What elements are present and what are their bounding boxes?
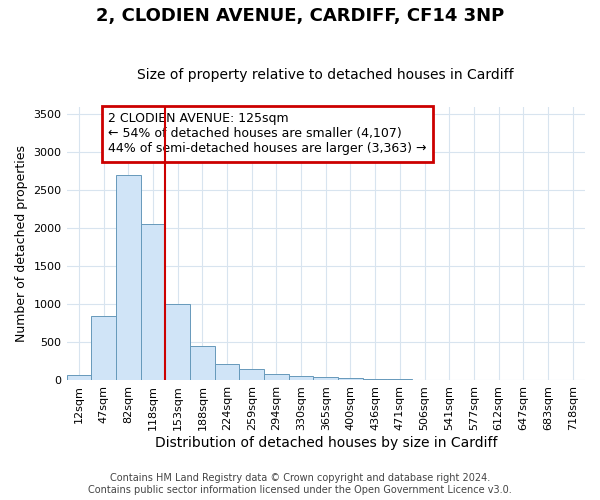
Text: Contains HM Land Registry data © Crown copyright and database right 2024.
Contai: Contains HM Land Registry data © Crown c… [88, 474, 512, 495]
Bar [239, 369, 264, 380]
Bar [91, 316, 116, 380]
Bar [363, 378, 388, 380]
Bar [116, 175, 140, 380]
Bar [388, 379, 412, 380]
Text: 2 CLODIEN AVENUE: 125sqm
← 54% of detached houses are smaller (4,107)
44% of sem: 2 CLODIEN AVENUE: 125sqm ← 54% of detach… [108, 112, 427, 156]
Bar [264, 374, 289, 380]
Y-axis label: Number of detached properties: Number of detached properties [15, 145, 28, 342]
X-axis label: Distribution of detached houses by size in Cardiff: Distribution of detached houses by size … [155, 436, 497, 450]
Bar [313, 378, 338, 380]
Bar [190, 346, 215, 380]
Bar [338, 378, 363, 380]
Bar [165, 304, 190, 380]
Bar [140, 224, 165, 380]
Title: Size of property relative to detached houses in Cardiff: Size of property relative to detached ho… [137, 68, 514, 82]
Bar [215, 364, 239, 380]
Bar [289, 376, 313, 380]
Bar [67, 375, 91, 380]
Text: 2, CLODIEN AVENUE, CARDIFF, CF14 3NP: 2, CLODIEN AVENUE, CARDIFF, CF14 3NP [96, 8, 504, 26]
